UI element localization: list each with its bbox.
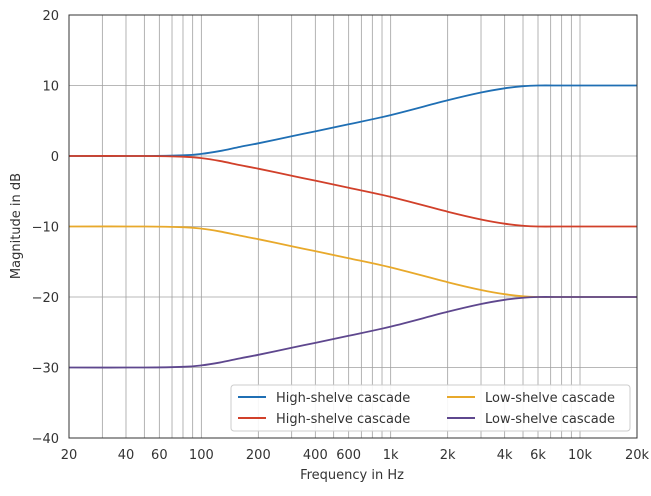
y-tick-label: −30 (32, 362, 59, 377)
y-axis-label: Magnitude in dB (9, 173, 24, 279)
x-axis-ticks: 20 40 60 100 200 400 600 1k 2k 4k 6k 10k 20k (61, 448, 650, 463)
x-tick-label: 60 (151, 448, 168, 463)
x-tick-label: 1k (383, 448, 399, 463)
x-tick-label: 10k (568, 448, 593, 463)
y-tick-label: −10 (32, 221, 59, 236)
series-line-3 (68, 225, 637, 298)
x-axis-label: Frequency in Hz (300, 468, 404, 483)
series-line-1 (68, 84, 637, 157)
y-tick-label: −40 (32, 432, 59, 447)
x-tick-label: 20k (625, 448, 650, 463)
y-tick-label: 20 (42, 9, 59, 24)
plot-area-frame (68, 14, 638, 439)
legend-label: Low-shelve cascade (485, 412, 615, 427)
x-tick-label: 4k (497, 448, 513, 463)
series-line-2 (68, 155, 637, 228)
legend-label: High-shelve cascade (276, 391, 410, 406)
y-tick-label: −20 (32, 291, 59, 306)
x-tick-label: 6k (530, 448, 546, 463)
x-tick-label: 20 (61, 448, 78, 463)
x-tick-label: 2k (440, 448, 456, 463)
legend: High-shelve cascade High-shelve cascade Lo… (230, 384, 631, 432)
x-tick-label: 100 (189, 448, 214, 463)
x-tick-label: 40 (118, 448, 135, 463)
series-group (68, 84, 637, 369)
y-axis-ticks: −40 −30 −20 −10 0 10 20 (32, 9, 59, 447)
x-tick-label: 400 (303, 448, 328, 463)
x-tick-label: 200 (246, 448, 271, 463)
series-line-4 (68, 296, 637, 369)
x-tick-label: 600 (336, 448, 361, 463)
y-tick-label: 10 (42, 80, 59, 95)
legend-label: High-shelve cascade (276, 412, 410, 427)
legend-box (230, 384, 631, 432)
y-tick-label: 0 (51, 150, 59, 165)
legend-label: Low-shelve cascade (485, 391, 615, 406)
